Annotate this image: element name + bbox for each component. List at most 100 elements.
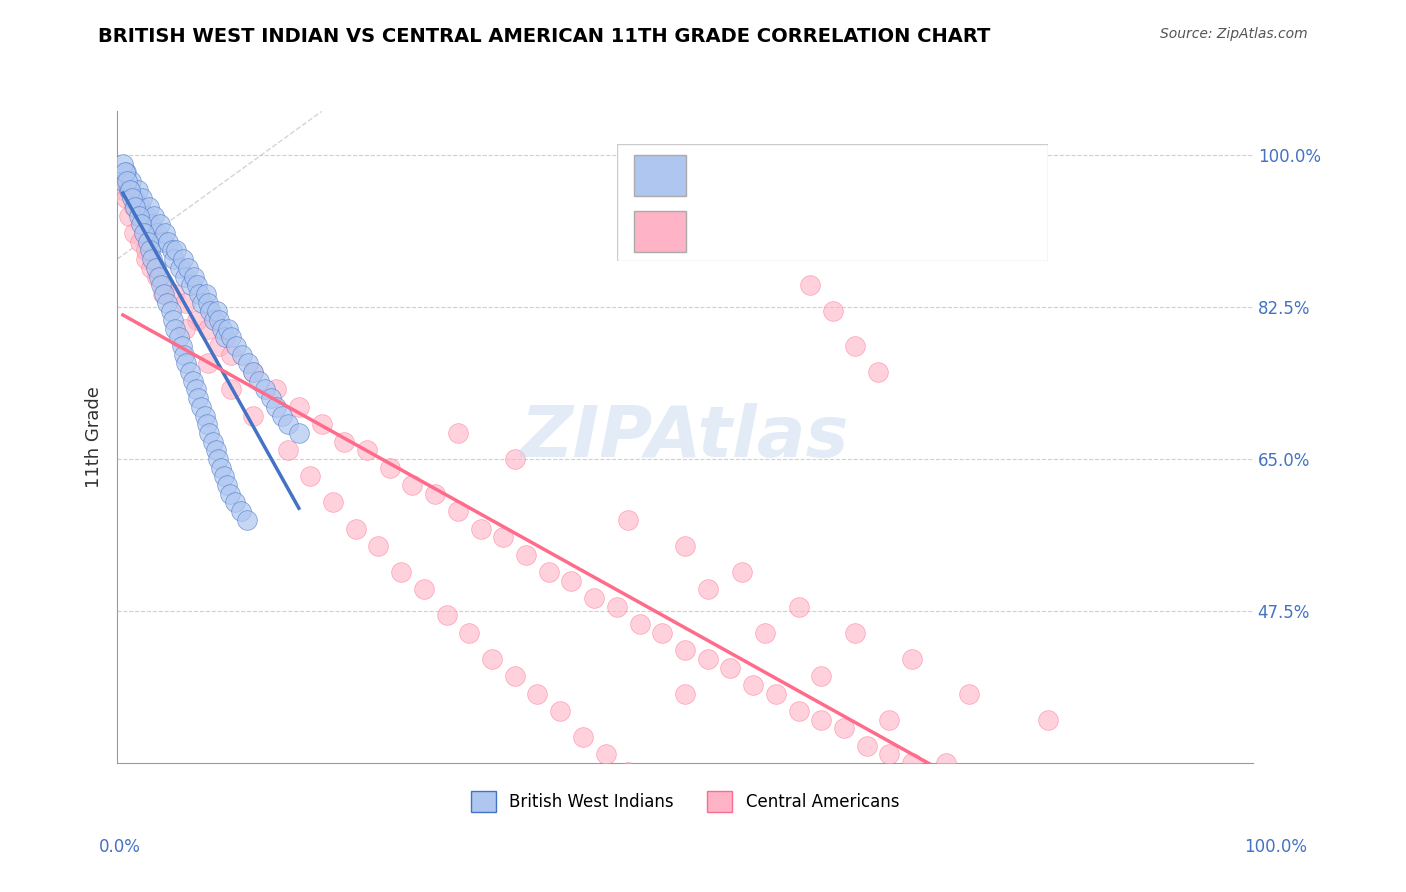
Point <box>197 356 219 370</box>
Point <box>673 539 696 553</box>
Point <box>188 286 211 301</box>
Point <box>134 226 156 240</box>
Point <box>124 200 146 214</box>
Point <box>200 304 222 318</box>
Point <box>174 269 197 284</box>
Point <box>277 443 299 458</box>
Point <box>224 495 246 509</box>
Point <box>167 330 190 344</box>
Point <box>128 209 150 223</box>
Point <box>219 330 242 344</box>
Point <box>148 269 170 284</box>
Point <box>229 504 252 518</box>
Point <box>186 313 208 327</box>
Point <box>787 599 810 614</box>
Point <box>145 260 167 275</box>
Point <box>205 443 228 458</box>
Point <box>209 460 232 475</box>
Point <box>367 539 389 553</box>
Point <box>114 165 136 179</box>
Point <box>696 582 718 597</box>
Point <box>436 608 458 623</box>
Point <box>174 295 197 310</box>
Point <box>219 383 242 397</box>
Point <box>548 704 571 718</box>
Point <box>197 295 219 310</box>
Point <box>447 504 470 518</box>
Point <box>163 252 186 267</box>
Point <box>231 348 253 362</box>
Point <box>685 825 707 839</box>
Text: 100.0%: 100.0% <box>1244 838 1308 856</box>
Point <box>122 226 145 240</box>
Point <box>122 200 145 214</box>
Point <box>264 400 287 414</box>
Point <box>111 183 134 197</box>
Y-axis label: 11th Grade: 11th Grade <box>86 386 103 488</box>
Point <box>754 878 776 892</box>
Point <box>868 365 890 379</box>
Point <box>181 374 204 388</box>
Point <box>707 843 730 857</box>
Point <box>218 487 240 501</box>
Point <box>731 565 754 579</box>
Point <box>117 174 139 188</box>
Point <box>139 244 162 258</box>
Point <box>152 286 174 301</box>
Point <box>219 348 242 362</box>
Point <box>135 252 157 267</box>
Point <box>162 313 184 327</box>
Point <box>236 356 259 370</box>
Point <box>412 582 434 597</box>
Point <box>131 191 153 205</box>
Point <box>136 235 159 249</box>
Point <box>651 625 673 640</box>
Point <box>481 652 503 666</box>
Point <box>526 687 548 701</box>
Point <box>333 434 356 449</box>
Point <box>673 643 696 657</box>
Point <box>810 669 832 683</box>
Point <box>821 304 844 318</box>
Point <box>1038 713 1060 727</box>
Point <box>1015 817 1038 831</box>
Point <box>537 565 560 579</box>
Point <box>115 191 138 205</box>
Point <box>259 391 281 405</box>
Point <box>173 348 195 362</box>
Point <box>264 383 287 397</box>
Point <box>115 165 138 179</box>
Point <box>560 574 582 588</box>
Text: 0.0%: 0.0% <box>98 838 141 856</box>
Point <box>157 235 180 249</box>
Point <box>194 409 217 423</box>
Point <box>572 730 595 744</box>
Point <box>176 356 198 370</box>
Point <box>378 460 401 475</box>
Point <box>117 209 139 223</box>
Point <box>152 278 174 293</box>
Point <box>142 209 165 223</box>
Point <box>640 782 662 797</box>
Point <box>190 400 212 414</box>
Point <box>214 330 236 344</box>
Point <box>121 191 143 205</box>
Point <box>152 235 174 249</box>
Point <box>183 269 205 284</box>
Point <box>356 443 378 458</box>
Point <box>205 304 228 318</box>
Point <box>135 244 157 258</box>
Point <box>150 278 173 293</box>
Point <box>129 235 152 249</box>
Point <box>247 374 270 388</box>
Point <box>129 200 152 214</box>
Point <box>787 704 810 718</box>
Point <box>515 548 537 562</box>
Point <box>117 183 139 197</box>
Point <box>120 174 142 188</box>
Point <box>149 218 172 232</box>
Point <box>742 678 765 692</box>
Point <box>855 739 877 753</box>
Point <box>288 425 311 440</box>
Point <box>765 687 787 701</box>
